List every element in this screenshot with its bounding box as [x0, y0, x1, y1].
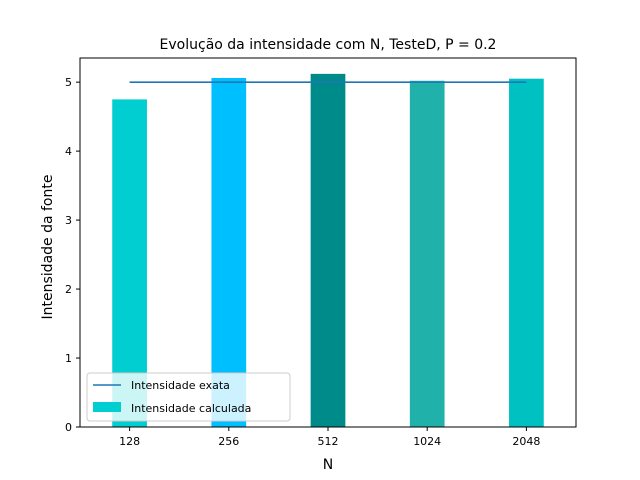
y-tick-label: 3 — [65, 214, 72, 227]
y-tick-label: 2 — [65, 283, 72, 296]
y-tick-label: 0 — [65, 421, 72, 434]
legend-label-calculated: Intensidade calculada — [131, 402, 251, 415]
x-axis-ticks: 128 256 512 1024 2048 — [119, 427, 540, 448]
x-tick-label: 1024 — [413, 435, 441, 448]
y-tick-label: 5 — [65, 76, 72, 89]
x-axis-label: N — [323, 457, 333, 473]
bar-128 — [112, 99, 147, 427]
y-tick-label: 4 — [65, 145, 72, 158]
bar-512 — [310, 73, 346, 427]
y-tick-label: 1 — [65, 352, 72, 365]
chart-title: Evolução da intensidade com N, TesteD, P… — [160, 37, 497, 53]
legend-label-exact: Intensidade exata — [131, 379, 230, 392]
bar-256 — [211, 78, 247, 428]
bar-2048 — [509, 78, 544, 427]
x-tick-label: 512 — [318, 435, 339, 448]
x-tick-label: 2048 — [512, 435, 540, 448]
bar-1024 — [409, 80, 445, 428]
y-axis-label: Intensidade da fonte — [40, 175, 56, 320]
y-axis-ticks: 0 1 2 3 4 5 — [65, 76, 80, 434]
legend: Intensidade exata Intensidade calculada — [86, 372, 291, 422]
x-tick-label: 256 — [218, 435, 239, 448]
legend-bar-swatch — [93, 402, 121, 412]
bars-layer — [112, 73, 544, 428]
x-tick-label: 128 — [119, 435, 140, 448]
legend-box — [86, 372, 291, 422]
